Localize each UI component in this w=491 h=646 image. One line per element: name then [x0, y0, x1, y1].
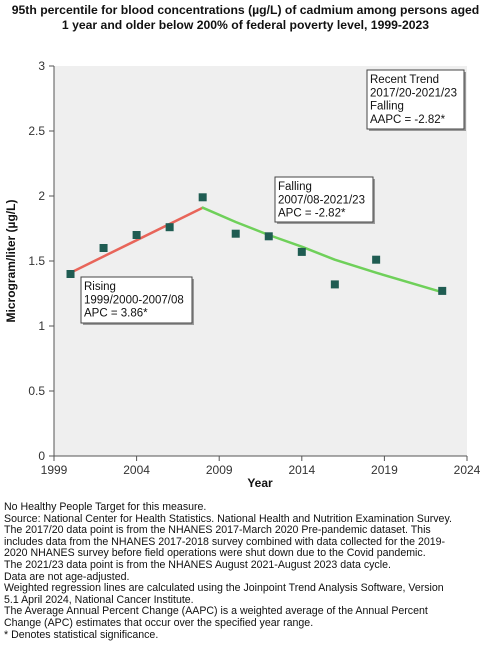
y-tick-label: 2: [38, 189, 45, 203]
x-tick-label: 2019: [371, 463, 398, 477]
annotation-frame: [80, 276, 193, 324]
annotation-line: 2007/08-2021/23: [278, 194, 365, 206]
x-tick-label: 2014: [288, 463, 315, 477]
footnotes: No Healthy People Target for this measur…: [4, 501, 489, 641]
data-point: [198, 193, 207, 202]
y-axis-title: Microgram/liter (µg/L): [4, 200, 18, 323]
data-point: [264, 232, 273, 241]
annotation-frame: [274, 176, 374, 223]
footnote-line: The 2017/20 data point is from the NHANE…: [4, 524, 431, 537]
data-points: [66, 193, 447, 295]
footnote-line: The 2021/23 data point is from the NHANE…: [4, 558, 391, 571]
footnote-line: Change (APC) estimates that occur over t…: [4, 616, 314, 629]
annotation-line: APC = -2.82*: [278, 208, 346, 220]
annotation-line: Rising: [84, 281, 116, 293]
x-tick-label: 2009: [206, 463, 233, 477]
annotation-line: Falling: [370, 101, 404, 113]
trend-lines: [69, 206, 444, 294]
data-point: [231, 229, 240, 238]
axes: 0 0.5 1 1.5 2 2.5 3 1999 2004 2009 2014 2019 2024: [28, 59, 480, 477]
footnote-line: The Average Annual Percent Change (AAPC)…: [4, 605, 428, 618]
footnote-line: Source: National Center for Health Stati…: [4, 512, 452, 525]
annotation-line: 1999/2000-2007/08: [84, 294, 184, 306]
footnote-line: 2020 NHANES survey before field operatio…: [4, 547, 426, 560]
x-axis-title: Year: [247, 476, 273, 490]
footnote-line: Data are not age-adjusted.: [4, 570, 130, 583]
footnote-line: 5.1 April 2024, National Cancer Institut…: [4, 593, 194, 606]
y-tick-label: 2.5: [28, 124, 45, 138]
annotation-frame: [366, 69, 465, 130]
data-point: [330, 280, 339, 289]
y-tick-label: 0.5: [28, 384, 45, 398]
data-point: [438, 286, 447, 295]
chart-title: 95th percentile for blood concentrations…: [11, 3, 480, 32]
y-tick-label: 1: [38, 319, 45, 333]
data-point: [372, 255, 381, 264]
data-point: [66, 270, 75, 278]
data-point: [165, 223, 174, 232]
annotation-line: Recent Trend: [370, 74, 439, 86]
y-tick-label: 0: [38, 449, 45, 463]
annotation-line: APC = 3.86*: [84, 308, 148, 320]
trend-line: [201, 206, 444, 294]
annotation-line: 2017/20-2021/23: [370, 87, 457, 99]
x-tick-label: 2004: [123, 463, 150, 477]
x-tick-label: 1999: [41, 463, 68, 477]
footnote-line: No Healthy People Target for this measur…: [4, 501, 207, 513]
footnote-line: includes data from the NHANES 2017-2018 …: [4, 535, 446, 548]
x-tick-label: 2024: [454, 463, 481, 477]
y-tick-label: 3: [38, 59, 45, 73]
data-point: [297, 247, 306, 256]
annotation-line: AAPC = -2.82*: [370, 114, 446, 126]
y-tick-label: 1.5: [28, 254, 45, 268]
chart: 0 0.5 1 1.5 2 2.5 3 1999 2004 2009 2014 2019 2024 Ri…: [4, 59, 481, 490]
data-point: [99, 244, 108, 252]
footnote-line: Weighted regression lines are calculated…: [4, 582, 444, 595]
annotation-line: Falling: [278, 181, 312, 193]
footnote-line: * Denotes statistical significance.: [4, 628, 159, 641]
data-point: [132, 231, 141, 239]
trend-line: [69, 206, 204, 274]
